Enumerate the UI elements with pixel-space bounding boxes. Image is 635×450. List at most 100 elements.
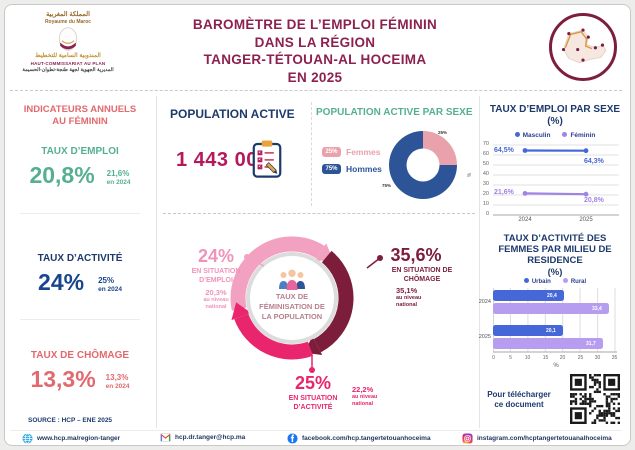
- footer-link-email[interactable]: hcp.dr.tanger@hcp.ma: [160, 433, 245, 442]
- clipboard-icon: [252, 140, 282, 178]
- hcp-logo: المملكة المغربية Royaume du Maroc المندو…: [18, 11, 118, 73]
- footer-link-facebook[interactable]: facebook.com/hcp.tangertetouanhoceima: [287, 433, 431, 444]
- segment-unemployment-label-1: EN SITUATION DE: [391, 267, 453, 274]
- region-map-badge: [549, 13, 617, 81]
- segment-employment-national-note-1: au niveau: [203, 297, 229, 304]
- segment-employment-label-1: EN SITUATION: [191, 268, 241, 275]
- title-line-4: EN 2025: [287, 69, 343, 85]
- title-line-2: DANS LA RÉGION: [254, 34, 376, 50]
- residence-xtick-30: 30: [594, 355, 601, 361]
- indicator-unemployment-prev: 13,3%: [105, 373, 129, 382]
- legend-rural-label: Rural: [570, 279, 587, 285]
- employment-chart-legend: Masculin Féminin: [482, 132, 628, 139]
- indicator-activity-label: TAUX D’ACTIVITÉ: [37, 253, 123, 264]
- point-label-feminin-2024: 21,6%: [494, 189, 514, 196]
- segment-activity-national-value: 22,2%: [352, 385, 374, 394]
- bar-label-2024-urbain: 20,4: [547, 293, 557, 299]
- indicator-employment-prev: 21,6%: [106, 169, 130, 178]
- employment-xtick-2025: 2025: [579, 217, 593, 223]
- population-active-value: 1 443 000: [176, 149, 270, 171]
- logo-arabic-kingdom: المملكة المغربية: [46, 11, 90, 18]
- ytick-30: 30: [482, 181, 489, 187]
- employment-chart-title-2: (%): [547, 116, 563, 127]
- feminisation-center-line-2: FÉMINISATION DE: [259, 302, 325, 312]
- divider-middle-top: [311, 102, 312, 206]
- sex-legend-hommes-value: 75%: [322, 164, 341, 174]
- indicators-title: INDICATEURS ANNUELS AU FÉMININ: [8, 104, 152, 129]
- segment-unemployment-label: EN SITUATION DE CHÔMAGE: [380, 266, 464, 284]
- employment-chart-title: TAUX D’EMPLOI PAR SEXE (%): [482, 104, 628, 128]
- donut-slice-label-femmes: 25%: [438, 130, 448, 135]
- point-label-masculin-2024: 64,5%: [494, 147, 514, 154]
- segment-activity-label-1: EN SITUATION: [288, 395, 338, 402]
- footer-divider: [10, 430, 622, 431]
- footer-link-website[interactable]: www.hcp.ma/region-tanger: [22, 433, 120, 444]
- footer-link-instagram[interactable]: instagram.com/hcptangertetouanalhoceima: [462, 433, 612, 444]
- bar-label-2025-urbain: 20,1: [546, 328, 556, 334]
- logo-royaume-label: Royaume du Maroc: [44, 19, 92, 26]
- residence-chart-legend: Urbain Rural: [482, 278, 628, 285]
- segment-employment-national-value: 20,3%: [205, 288, 227, 297]
- residence-chart-title-3: RESIDENCE: [527, 255, 583, 267]
- source-note: SOURCE : HCP – ENE 2025: [28, 417, 113, 424]
- ytick-20: 20: [482, 191, 489, 197]
- ytick-0: 0: [485, 211, 489, 217]
- logo-arabic-region: المديرية الجهوية لجهة طنجة-تطوان-الحسيمة: [22, 66, 114, 73]
- logo-hcp-fr: HAUT-COMMISSARIAT AU PLAN: [30, 60, 106, 66]
- population-by-sex-title: POPULATION ACTIVE PAR SEXE: [316, 107, 473, 118]
- footer-link-facebook-label: facebook.com/hcp.tangertetouanhoceima: [302, 435, 431, 442]
- divider-middle-horizontal: [163, 213, 475, 214]
- legend-masculin: Masculin: [514, 132, 550, 139]
- feminisation-center-line-1: TAUX DE: [275, 292, 309, 301]
- segment-employment-label-2: D’EMPLOI: [199, 277, 233, 285]
- residence-xtick-35: 35: [611, 355, 618, 361]
- segment-activity-label-2: D’ACTIVITÉ: [293, 404, 333, 412]
- segment-unemployment-national-note-2: national: [396, 302, 418, 309]
- employment-xtick-2024: 2024: [518, 217, 532, 223]
- feminisation-cycle-diagram: [230, 236, 383, 373]
- download-label-2: ce document: [494, 400, 544, 410]
- download-label-1: Pour télécharger: [487, 390, 551, 399]
- footer-link-website-label: www.hcp.ma/region-tanger: [37, 435, 121, 442]
- ytick-50: 50: [482, 161, 489, 167]
- residence-xtick-15: 15: [542, 355, 549, 361]
- point-label-feminin-2025: 20,8%: [584, 197, 604, 204]
- indicator-activity-value: 24%: [38, 269, 85, 295]
- indicator-separator-2: [20, 319, 140, 320]
- residence-chart-title-4: (%): [547, 266, 563, 278]
- ytick-60: 60: [482, 151, 489, 157]
- legend-urbain: Urbain: [523, 278, 551, 285]
- sex-legend-femmes-label: Femmes: [346, 147, 381, 157]
- indicator-activity-prev: 25%: [98, 276, 115, 285]
- page-card: [4, 4, 631, 446]
- sex-legend-femmes-value: 25%: [322, 147, 341, 157]
- rural-dot-icon: [562, 278, 568, 283]
- masculin-dot-icon: [514, 132, 520, 137]
- indicator-employment-prev-note: en 2024: [106, 178, 131, 186]
- indicator-activity-prev-note: en 2024: [98, 285, 122, 293]
- footer-link-email-label: hcp.dr.tanger@hcp.ma: [175, 434, 246, 441]
- indicator-unemployment-prev-note: en 2024: [105, 382, 130, 390]
- legend-feminin-label: Féminin: [570, 132, 596, 139]
- ytick-40: 40: [482, 171, 489, 177]
- segment-activity-national: 22,2% au niveau national: [352, 385, 396, 408]
- residence-chart-title-1: TAUX D’ACTIVITÉ DES: [503, 233, 607, 244]
- legend-feminin: Féminin: [562, 132, 595, 139]
- indicators-title-line-1: INDICATEURS ANNUELS: [23, 104, 137, 115]
- residence-chart-title-2: FEMMES PAR MILIEU DE: [498, 244, 612, 256]
- segment-unemployment-value: 35,6%: [390, 245, 442, 265]
- ytick-10: 10: [482, 201, 489, 207]
- feminisation-center-line-3: LA POPULATION: [261, 312, 323, 322]
- region-map-icon: [561, 28, 607, 64]
- sex-legend-hommes: 75% Hommes: [322, 164, 382, 174]
- segment-unemployment-national: 35,1% au niveau national: [396, 286, 456, 309]
- qr-code: [570, 374, 620, 424]
- employment-chart-ylabel: %: [467, 172, 474, 178]
- segment-unemployment-national-note-1: au niveau: [396, 295, 422, 302]
- bar-category-2025: 2025: [478, 334, 491, 340]
- segment-activity-national-note-1: au niveau: [352, 394, 378, 401]
- legend-rural: Rural: [562, 278, 587, 285]
- divider-left-column: [156, 96, 157, 428]
- indicator-employment-value: 20,8%: [29, 162, 95, 188]
- segment-employment-value: 24%: [197, 246, 235, 266]
